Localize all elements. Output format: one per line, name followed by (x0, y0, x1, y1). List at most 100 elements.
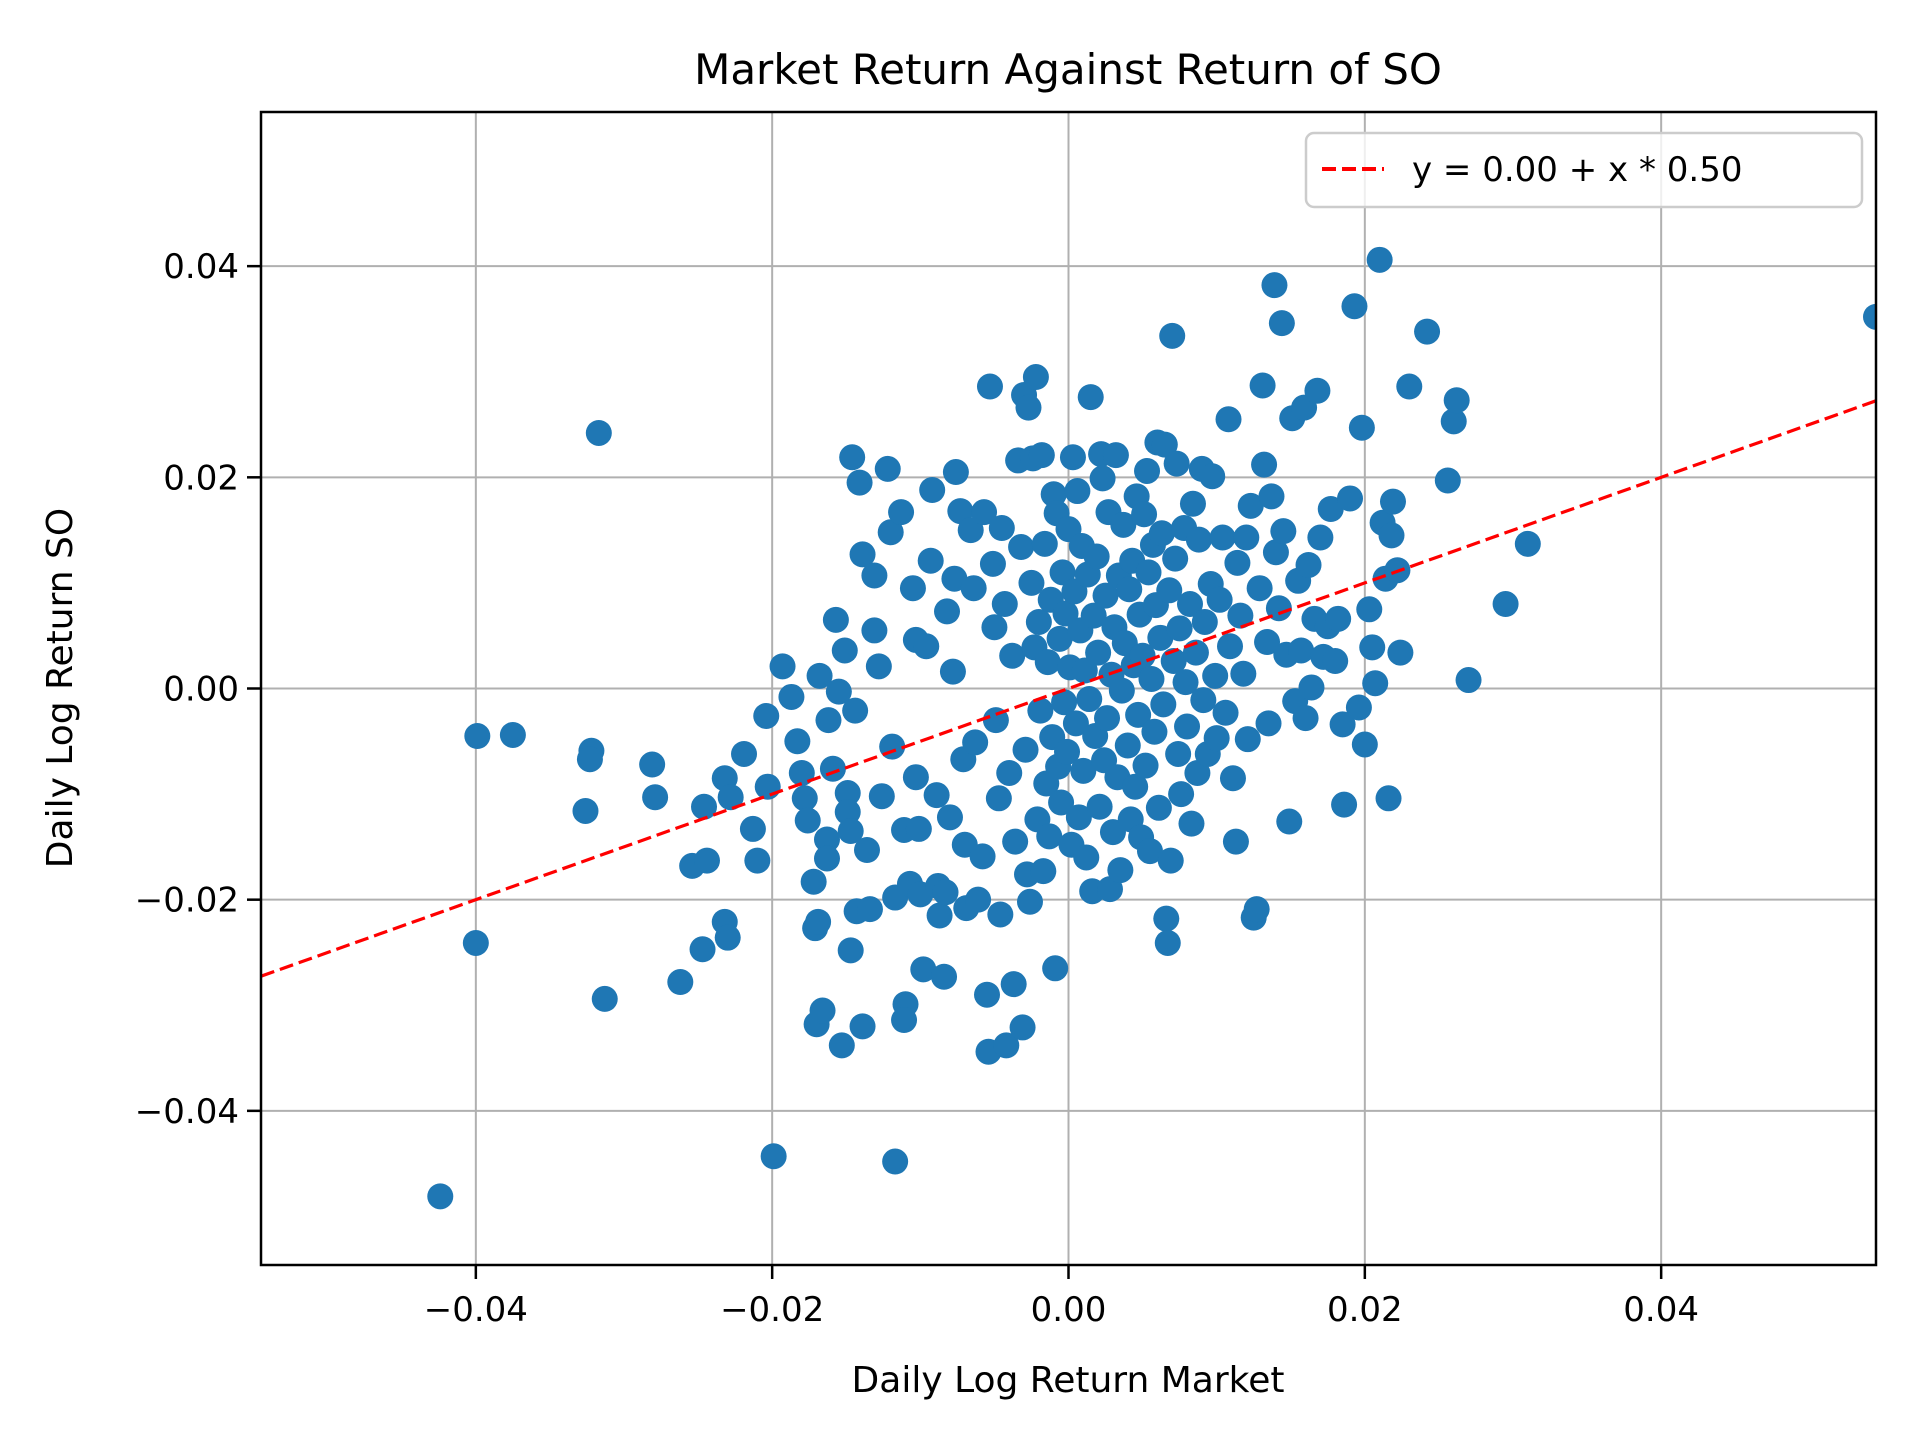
data-point (1151, 431, 1178, 458)
data-point (1199, 463, 1226, 490)
data-point (974, 981, 1001, 1008)
data-point (717, 784, 744, 811)
data-point (976, 373, 1003, 400)
data-point (913, 633, 940, 660)
data-point (962, 729, 989, 756)
data-point (837, 937, 864, 964)
data-point (714, 924, 741, 951)
data-point (693, 847, 720, 874)
data-point (1141, 718, 1168, 745)
data-point (1083, 543, 1110, 570)
data-point (689, 936, 716, 963)
data-point (462, 929, 489, 956)
data-point (842, 697, 869, 724)
data-point (1147, 624, 1174, 651)
data-point (427, 1183, 454, 1210)
data-point (1375, 785, 1402, 812)
data-point (1131, 501, 1158, 528)
data-point (839, 444, 866, 471)
data-point (1227, 602, 1254, 629)
data-point (991, 591, 1018, 618)
data-point (1337, 485, 1364, 512)
data-point (849, 1013, 876, 1040)
data-point (1440, 408, 1467, 435)
data-point (828, 1032, 855, 1059)
data-point (1203, 725, 1230, 752)
data-point (1434, 467, 1461, 494)
data-point (1086, 793, 1113, 820)
data-point (572, 797, 599, 824)
x-tick-label: −0.04 (424, 1290, 528, 1330)
data-point (1366, 246, 1393, 273)
x-tick-label: 0.04 (1623, 1290, 1699, 1330)
data-point (1356, 596, 1383, 623)
data-point (971, 499, 998, 526)
data-point (834, 780, 861, 807)
data-point (642, 784, 669, 811)
data-point (831, 637, 858, 664)
data-point (794, 807, 821, 834)
data-point (936, 804, 963, 831)
data-point (1108, 677, 1135, 704)
data-point (800, 868, 827, 895)
data-point (969, 843, 996, 870)
y-tick-label: −0.02 (135, 881, 239, 921)
data-point (1145, 794, 1172, 821)
data-point (1178, 810, 1205, 837)
data-point (1345, 694, 1372, 721)
data-point (1009, 1014, 1036, 1041)
data-point (932, 879, 959, 906)
data-point (815, 707, 842, 734)
data-point (1166, 615, 1193, 642)
data-point (1378, 522, 1405, 549)
data-point (778, 683, 805, 710)
data-point (1191, 608, 1218, 635)
x-axis-label: Daily Log Return Market (852, 1360, 1285, 1401)
data-point (739, 815, 766, 842)
x-axis-ticks: −0.04 −0.02 0.00 0.02 0.04 (424, 1265, 1699, 1330)
data-point (1190, 687, 1217, 714)
data-point (1138, 665, 1165, 692)
data-point (934, 598, 961, 625)
data-point (981, 614, 1008, 641)
data-point (1255, 710, 1282, 737)
data-point (861, 617, 888, 644)
data-point (853, 837, 880, 864)
data-point (1209, 524, 1236, 551)
data-point (931, 963, 958, 990)
data-point (1202, 662, 1229, 689)
data-point (939, 658, 966, 685)
data-point (1414, 318, 1441, 345)
data-point (1110, 511, 1137, 538)
data-point (639, 751, 666, 778)
data-point (1122, 773, 1149, 800)
data-point (1114, 732, 1141, 759)
data-point (923, 782, 950, 809)
data-point (1034, 649, 1061, 676)
data-point (1000, 971, 1027, 998)
data-point (1258, 483, 1285, 510)
data-point (877, 519, 904, 546)
data-point (1298, 674, 1325, 701)
data-point (1329, 711, 1356, 738)
data-point (1317, 496, 1344, 523)
data-point (899, 575, 926, 602)
data-point (1185, 526, 1212, 553)
data-point (1387, 639, 1414, 666)
data-point (1116, 576, 1143, 603)
data-point (1102, 442, 1129, 469)
data-point (891, 1007, 918, 1034)
data-point (1042, 955, 1069, 982)
data-point (822, 606, 849, 633)
data-point (760, 1143, 787, 1170)
data-point (1251, 451, 1278, 478)
data-point (1049, 559, 1076, 586)
regression-line (261, 399, 1876, 978)
data-point (1288, 637, 1315, 664)
data-point (942, 459, 969, 486)
y-axis-label: Daily Log Return SO (40, 508, 81, 868)
data-point (1455, 667, 1482, 694)
data-point (1163, 450, 1190, 477)
y-tick-label: −0.04 (135, 1092, 239, 1132)
